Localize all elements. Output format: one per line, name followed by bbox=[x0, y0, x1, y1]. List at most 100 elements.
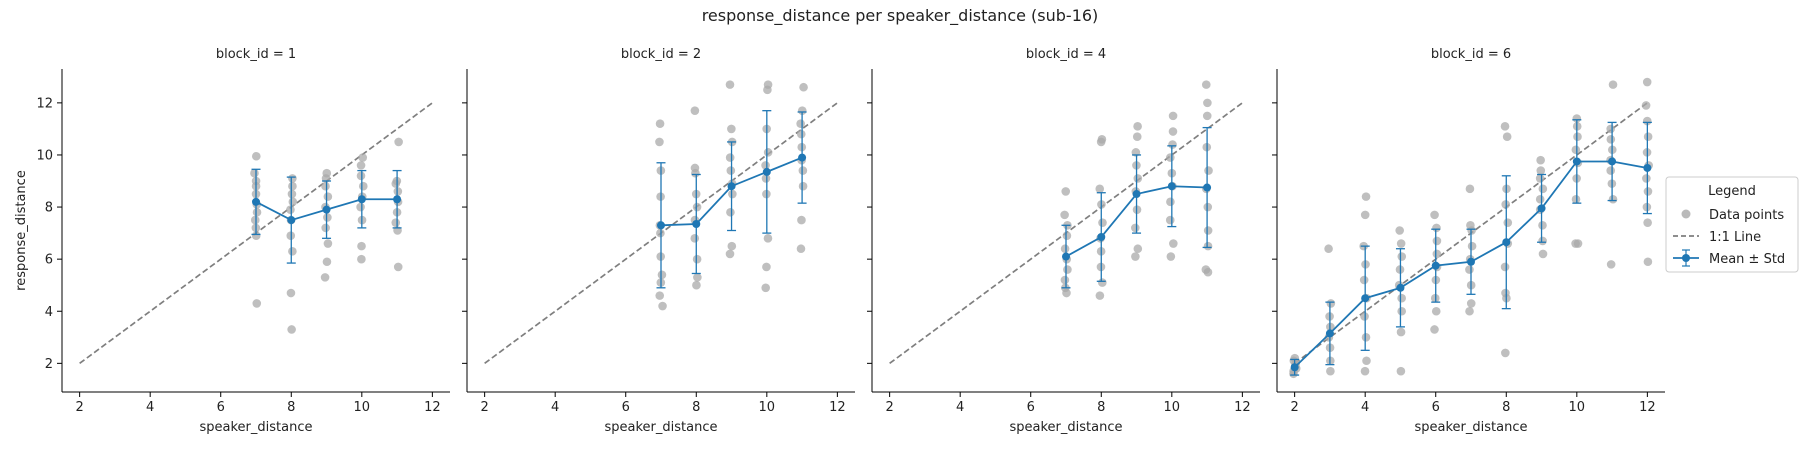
data-point bbox=[358, 181, 368, 191]
x-tick-label: 2 bbox=[75, 400, 83, 415]
data-point bbox=[287, 325, 296, 334]
data-point bbox=[1432, 223, 1441, 233]
data-point bbox=[1290, 353, 1300, 363]
mean-point bbox=[1203, 183, 1212, 192]
data-point bbox=[323, 213, 332, 222]
data-point bbox=[798, 181, 808, 191]
data-point bbox=[1097, 135, 1107, 144]
data-point bbox=[690, 234, 700, 243]
data-point bbox=[1397, 306, 1407, 316]
data-point bbox=[1324, 244, 1333, 254]
data-point bbox=[1641, 101, 1651, 110]
data-point bbox=[1606, 260, 1616, 269]
data-point bbox=[1095, 291, 1105, 300]
data-point bbox=[1133, 244, 1143, 254]
data-point bbox=[726, 166, 736, 175]
data-point bbox=[1397, 252, 1407, 261]
data-point bbox=[692, 202, 702, 212]
data-point bbox=[1571, 194, 1581, 204]
data-point bbox=[323, 192, 333, 201]
data-point bbox=[1098, 278, 1107, 287]
data-point bbox=[251, 151, 261, 161]
data-point bbox=[728, 189, 737, 199]
data-point bbox=[1535, 194, 1545, 204]
data-point bbox=[655, 137, 664, 147]
data-point bbox=[1203, 202, 1213, 212]
data-point bbox=[1571, 145, 1581, 155]
data-point bbox=[1168, 127, 1178, 136]
x-tick-label: 10 bbox=[759, 400, 776, 415]
panel-1: 2 4 6 8 10 12 2 4 6 8 10 12 block_id = 1 speaker_dist… bbox=[14, 47, 450, 435]
data-point bbox=[763, 148, 773, 157]
panel-title: block_id = 1 bbox=[216, 47, 296, 62]
x-tick-label: 8 bbox=[1502, 400, 1510, 415]
data-point bbox=[1168, 111, 1178, 121]
x-tick-label: 10 bbox=[354, 400, 371, 415]
data-point bbox=[288, 174, 297, 183]
panel-title: block_id = 6 bbox=[1431, 47, 1511, 62]
data-point bbox=[1098, 218, 1107, 227]
data-point bbox=[657, 270, 667, 280]
panel-title: block_id = 4 bbox=[1026, 47, 1106, 62]
mean-point bbox=[1097, 233, 1106, 242]
x-tick-label: 6 bbox=[622, 400, 630, 415]
data-point bbox=[356, 161, 366, 170]
data-point bbox=[1133, 122, 1142, 131]
mean-point bbox=[1608, 157, 1617, 166]
data-point bbox=[796, 129, 806, 139]
data-point bbox=[761, 161, 770, 170]
data-point bbox=[725, 153, 735, 162]
x-tick-label: 10 bbox=[1569, 400, 1586, 415]
data-point bbox=[1360, 210, 1370, 220]
data-point bbox=[394, 137, 403, 147]
data-point bbox=[321, 223, 330, 233]
data-point bbox=[726, 207, 735, 217]
data-point bbox=[1502, 132, 1512, 142]
data-point bbox=[251, 231, 261, 241]
data-point bbox=[1503, 218, 1513, 227]
data-point bbox=[1396, 366, 1406, 376]
x-tick-label: 12 bbox=[1234, 400, 1251, 415]
data-point bbox=[1465, 184, 1475, 194]
x-tick-label: 2 bbox=[1290, 400, 1298, 415]
data-point bbox=[763, 80, 773, 89]
data-point bbox=[1501, 288, 1510, 298]
x-tick-label: 12 bbox=[1639, 400, 1656, 415]
x-tick-label: 6 bbox=[1432, 400, 1440, 415]
mean-point bbox=[762, 167, 771, 176]
data-point bbox=[1466, 220, 1475, 230]
data-point bbox=[1095, 184, 1105, 194]
data-point bbox=[393, 187, 403, 196]
data-point bbox=[1201, 265, 1211, 274]
data-point bbox=[322, 168, 332, 178]
data-point bbox=[1606, 166, 1616, 175]
data-point bbox=[1572, 114, 1582, 123]
mean-point bbox=[1062, 252, 1070, 261]
data-point bbox=[1395, 226, 1404, 235]
data-point bbox=[1643, 132, 1653, 142]
mean-point bbox=[1572, 157, 1581, 166]
data-point bbox=[287, 189, 297, 199]
y-tick-label: 6 bbox=[45, 253, 53, 268]
x-tick-label: 6 bbox=[1027, 400, 1035, 415]
data-point bbox=[1132, 132, 1142, 142]
data-point bbox=[1396, 327, 1406, 337]
legend-frame bbox=[1665, 176, 1799, 273]
data-point bbox=[1131, 223, 1140, 233]
data-point bbox=[1642, 77, 1652, 87]
data-point bbox=[1430, 325, 1439, 334]
mean-point bbox=[692, 219, 701, 228]
data-point bbox=[1606, 135, 1616, 144]
data-point bbox=[1203, 98, 1212, 108]
mean-point bbox=[1361, 294, 1370, 303]
figure-title: response_distance per speaker_distance (… bbox=[702, 6, 1099, 26]
data-point bbox=[252, 207, 262, 217]
data-point bbox=[1168, 140, 1177, 149]
data-point bbox=[252, 299, 262, 308]
data-point bbox=[1535, 174, 1545, 183]
data-point bbox=[1166, 197, 1175, 207]
mean-point bbox=[1396, 283, 1405, 292]
x-axis-label: speaker_distance bbox=[605, 420, 718, 435]
data-point bbox=[1608, 80, 1618, 89]
